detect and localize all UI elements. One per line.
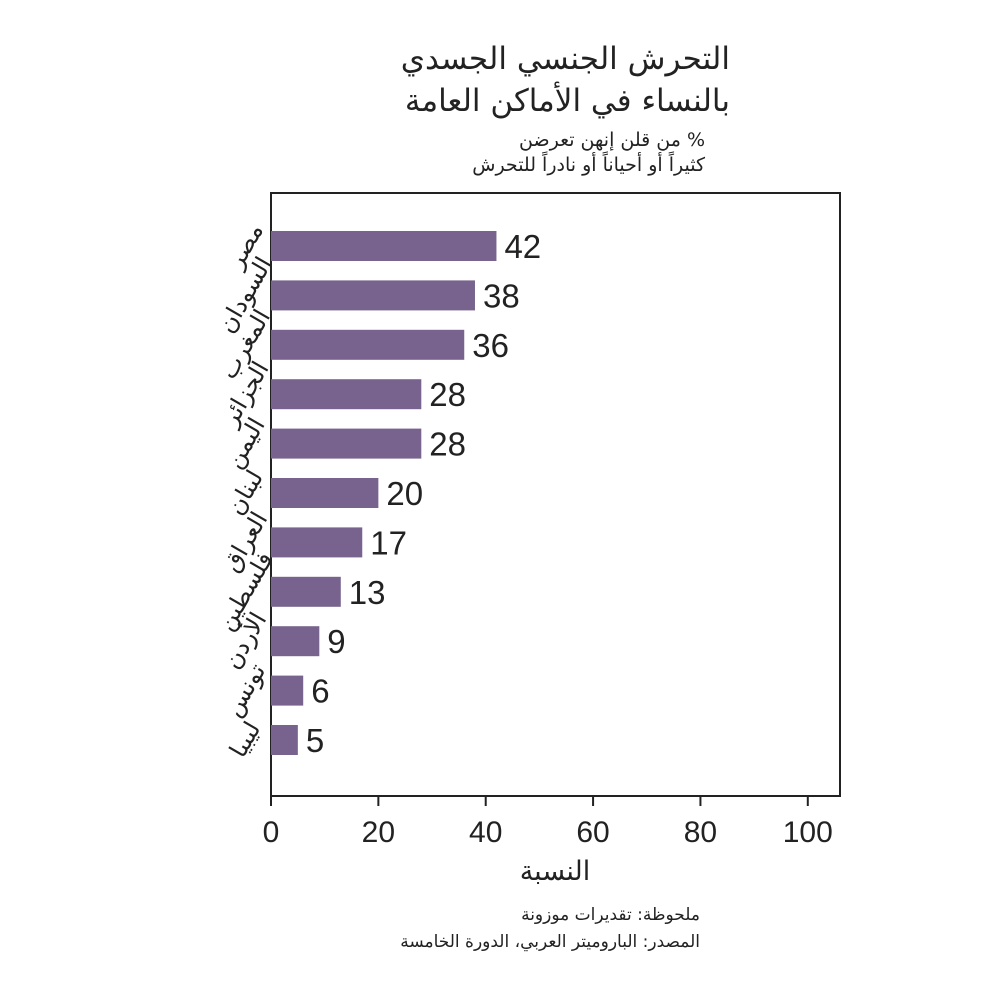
bar-9 <box>271 675 304 706</box>
bar-10 <box>271 725 298 755</box>
value-label-10: 5 <box>306 722 324 759</box>
category-labels-group: مصرالسودانالمغربالجزائراليمنلبنانالعراقف… <box>212 218 279 762</box>
bars-group <box>271 231 497 755</box>
footer-note: ملحوظة: تقديرات موزونة <box>521 905 700 925</box>
category-label-5: لبنان <box>221 465 269 519</box>
bar-7 <box>271 576 341 607</box>
value-label-7: 13 <box>349 574 386 611</box>
bar-0 <box>271 231 497 261</box>
chart-title-line-1: التحرش الجنسي الجسدي <box>400 41 730 77</box>
x-tick-label-3: 60 <box>576 816 609 849</box>
bar-5 <box>271 478 379 508</box>
value-label-4: 28 <box>429 426 466 463</box>
x-tick-label-4: 80 <box>684 816 717 849</box>
value-label-2: 36 <box>472 327 509 364</box>
value-label-5: 20 <box>386 475 423 512</box>
bar-1 <box>271 280 475 311</box>
bar-4 <box>271 428 422 459</box>
value-label-1: 38 <box>483 277 520 314</box>
x-tick-label-2: 40 <box>469 816 502 849</box>
x-axis-ticks: 0 20 40 60 80 100 <box>263 796 833 849</box>
chart-subtitle-line-1: % من قلن إنهن تعرضن <box>518 129 705 151</box>
category-label-10: ليبيا <box>224 717 266 762</box>
value-label-3: 28 <box>429 376 466 413</box>
chart-subtitle-line-2: كثيراً أو أحياناً أو نادراً للتحرش <box>472 154 705 176</box>
chart-title: التحرش الجنسي الجسدي بالنساء في الأماكن … <box>300 38 730 122</box>
value-label-6: 17 <box>370 524 407 561</box>
chart-title-line-2: بالنساء في الأماكن العامة <box>404 83 730 119</box>
x-tick-label-1: 20 <box>362 816 395 849</box>
bar-6 <box>271 527 363 558</box>
value-label-0: 42 <box>504 228 541 265</box>
bar-3 <box>271 379 422 410</box>
bar-8 <box>271 626 320 657</box>
x-tick-label-5: 100 <box>783 816 833 849</box>
x-axis-label: النسبة <box>520 856 591 887</box>
bar-2 <box>271 329 465 360</box>
x-tick-label-0: 0 <box>263 816 280 849</box>
value-label-8: 9 <box>327 623 345 660</box>
footer-source: المصدر: الباروميتر العربي، الدورة الخامس… <box>400 932 700 952</box>
category-label-9: تونس <box>219 659 271 722</box>
value-label-9: 6 <box>311 673 329 710</box>
chart-subtitle: % من قلن إنهن تعرضن كثيراً أو أحياناً أو… <box>360 128 705 178</box>
